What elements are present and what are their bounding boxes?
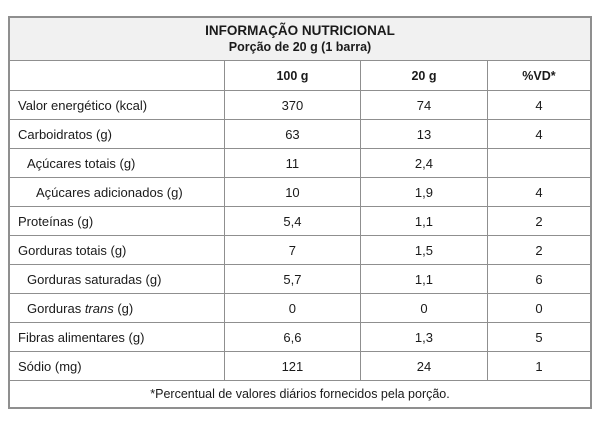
value-vd: 5 — [486, 322, 592, 352]
nutrient-label-segment: Valor energético (kcal) — [18, 97, 148, 113]
value-20g: 1,3 — [360, 322, 488, 352]
nutrient-label-segment: Gorduras — [27, 300, 85, 316]
value-vd — [486, 148, 592, 178]
column-header-100g: 100 g — [223, 60, 362, 91]
nutrient-label: Sódio (mg) — [8, 351, 225, 381]
nutrient-label: Valor energético (kcal) — [8, 90, 225, 120]
value-20g: 13 — [360, 119, 488, 149]
nutrient-label: Proteínas (g) — [8, 206, 225, 236]
title-band: INFORMAÇÃO NUTRICIONAL Porção de 20 g (1… — [8, 16, 592, 61]
table-row: Gorduras trans (g) 0 0 0 — [8, 293, 592, 323]
value-100g: 11 — [223, 148, 362, 178]
nutrient-label: Açúcares totais (g) — [8, 148, 225, 178]
nutrient-label: Açúcares adicionados (g) — [8, 177, 225, 207]
nutrient-label-segment: Gorduras totais (g) — [18, 242, 127, 258]
value-20g: 1,1 — [360, 264, 488, 294]
value-vd: 2 — [486, 235, 592, 265]
column-header-20g: 20 g — [360, 60, 488, 91]
nutrient-label: Gorduras trans (g) — [8, 293, 225, 323]
value-20g: 24 — [360, 351, 488, 381]
column-header-vd: %VD* — [486, 60, 592, 91]
table-row: Gorduras totais (g) 7 1,5 2 — [8, 235, 592, 265]
nutrient-label-segment: Açúcares totais (g) — [27, 155, 136, 171]
table-row: Carboidratos (g) 63 13 4 — [8, 119, 592, 149]
table-title: INFORMAÇÃO NUTRICIONAL — [205, 23, 395, 38]
nutrient-label: Gorduras totais (g) — [8, 235, 225, 265]
value-vd: 6 — [486, 264, 592, 294]
table-row: Gorduras saturadas (g) 5,7 1,1 6 — [8, 264, 592, 294]
nutrient-label-segment: Sódio (mg) — [18, 358, 82, 374]
table-row: Fibras alimentares (g) 6,6 1,3 5 — [8, 322, 592, 352]
nutrition-table: INFORMAÇÃO NUTRICIONAL Porção de 20 g (1… — [8, 16, 592, 409]
footnote-text: *Percentual de valores diários fornecido… — [8, 380, 592, 408]
nutrient-label-segment: Gorduras saturadas (g) — [27, 271, 162, 287]
nutrient-label: Fibras alimentares (g) — [8, 322, 225, 352]
value-100g: 370 — [223, 90, 362, 120]
value-100g: 7 — [223, 235, 362, 265]
value-vd: 1 — [486, 351, 592, 381]
nutrient-label-segment: Fibras alimentares (g) — [18, 329, 145, 345]
table-row: Proteínas (g) 5,4 1,1 2 — [8, 206, 592, 236]
nutrient-label-segment: Proteínas (g) — [18, 213, 94, 229]
value-20g: 74 — [360, 90, 488, 120]
value-100g: 5,4 — [223, 206, 362, 236]
value-20g: 1,1 — [360, 206, 488, 236]
value-20g: 2,4 — [360, 148, 488, 178]
nutrient-label-italic-segment: trans — [84, 300, 114, 316]
title-row: INFORMAÇÃO NUTRICIONAL Porção de 20 g (1… — [8, 16, 592, 61]
value-vd: 2 — [486, 206, 592, 236]
value-vd: 4 — [486, 119, 592, 149]
value-100g: 5,7 — [223, 264, 362, 294]
value-100g: 6,6 — [223, 322, 362, 352]
table-row: Açúcares adicionados (g) 10 1,9 4 — [8, 177, 592, 207]
value-100g: 0 — [223, 293, 362, 323]
value-20g: 0 — [360, 293, 488, 323]
value-100g: 10 — [223, 177, 362, 207]
value-vd: 4 — [486, 90, 592, 120]
value-100g: 63 — [223, 119, 362, 149]
footnote-row: *Percentual de valores diários fornecido… — [8, 380, 592, 408]
column-header-label — [8, 60, 225, 91]
table-subtitle: Porção de 20 g (1 barra) — [228, 40, 372, 54]
table-row: Valor energético (kcal) 370 74 4 — [8, 90, 592, 120]
value-20g: 1,9 — [360, 177, 488, 207]
value-vd: 0 — [486, 293, 592, 323]
value-vd: 4 — [486, 177, 592, 207]
table-row: Sódio (mg) 121 24 1 — [8, 351, 592, 381]
value-20g: 1,5 — [360, 235, 488, 265]
value-100g: 121 — [223, 351, 362, 381]
nutrient-label: Carboidratos (g) — [8, 119, 225, 149]
column-header-row: 100 g 20 g %VD* — [8, 60, 592, 91]
nutrient-label-segment: Açúcares adicionados (g) — [36, 184, 183, 200]
nutrient-label: Gorduras saturadas (g) — [8, 264, 225, 294]
table-row: Açúcares totais (g) 11 2,4 — [8, 148, 592, 178]
nutrient-label-segment: (g) — [113, 300, 134, 316]
nutrient-label-segment: Carboidratos (g) — [18, 126, 112, 142]
